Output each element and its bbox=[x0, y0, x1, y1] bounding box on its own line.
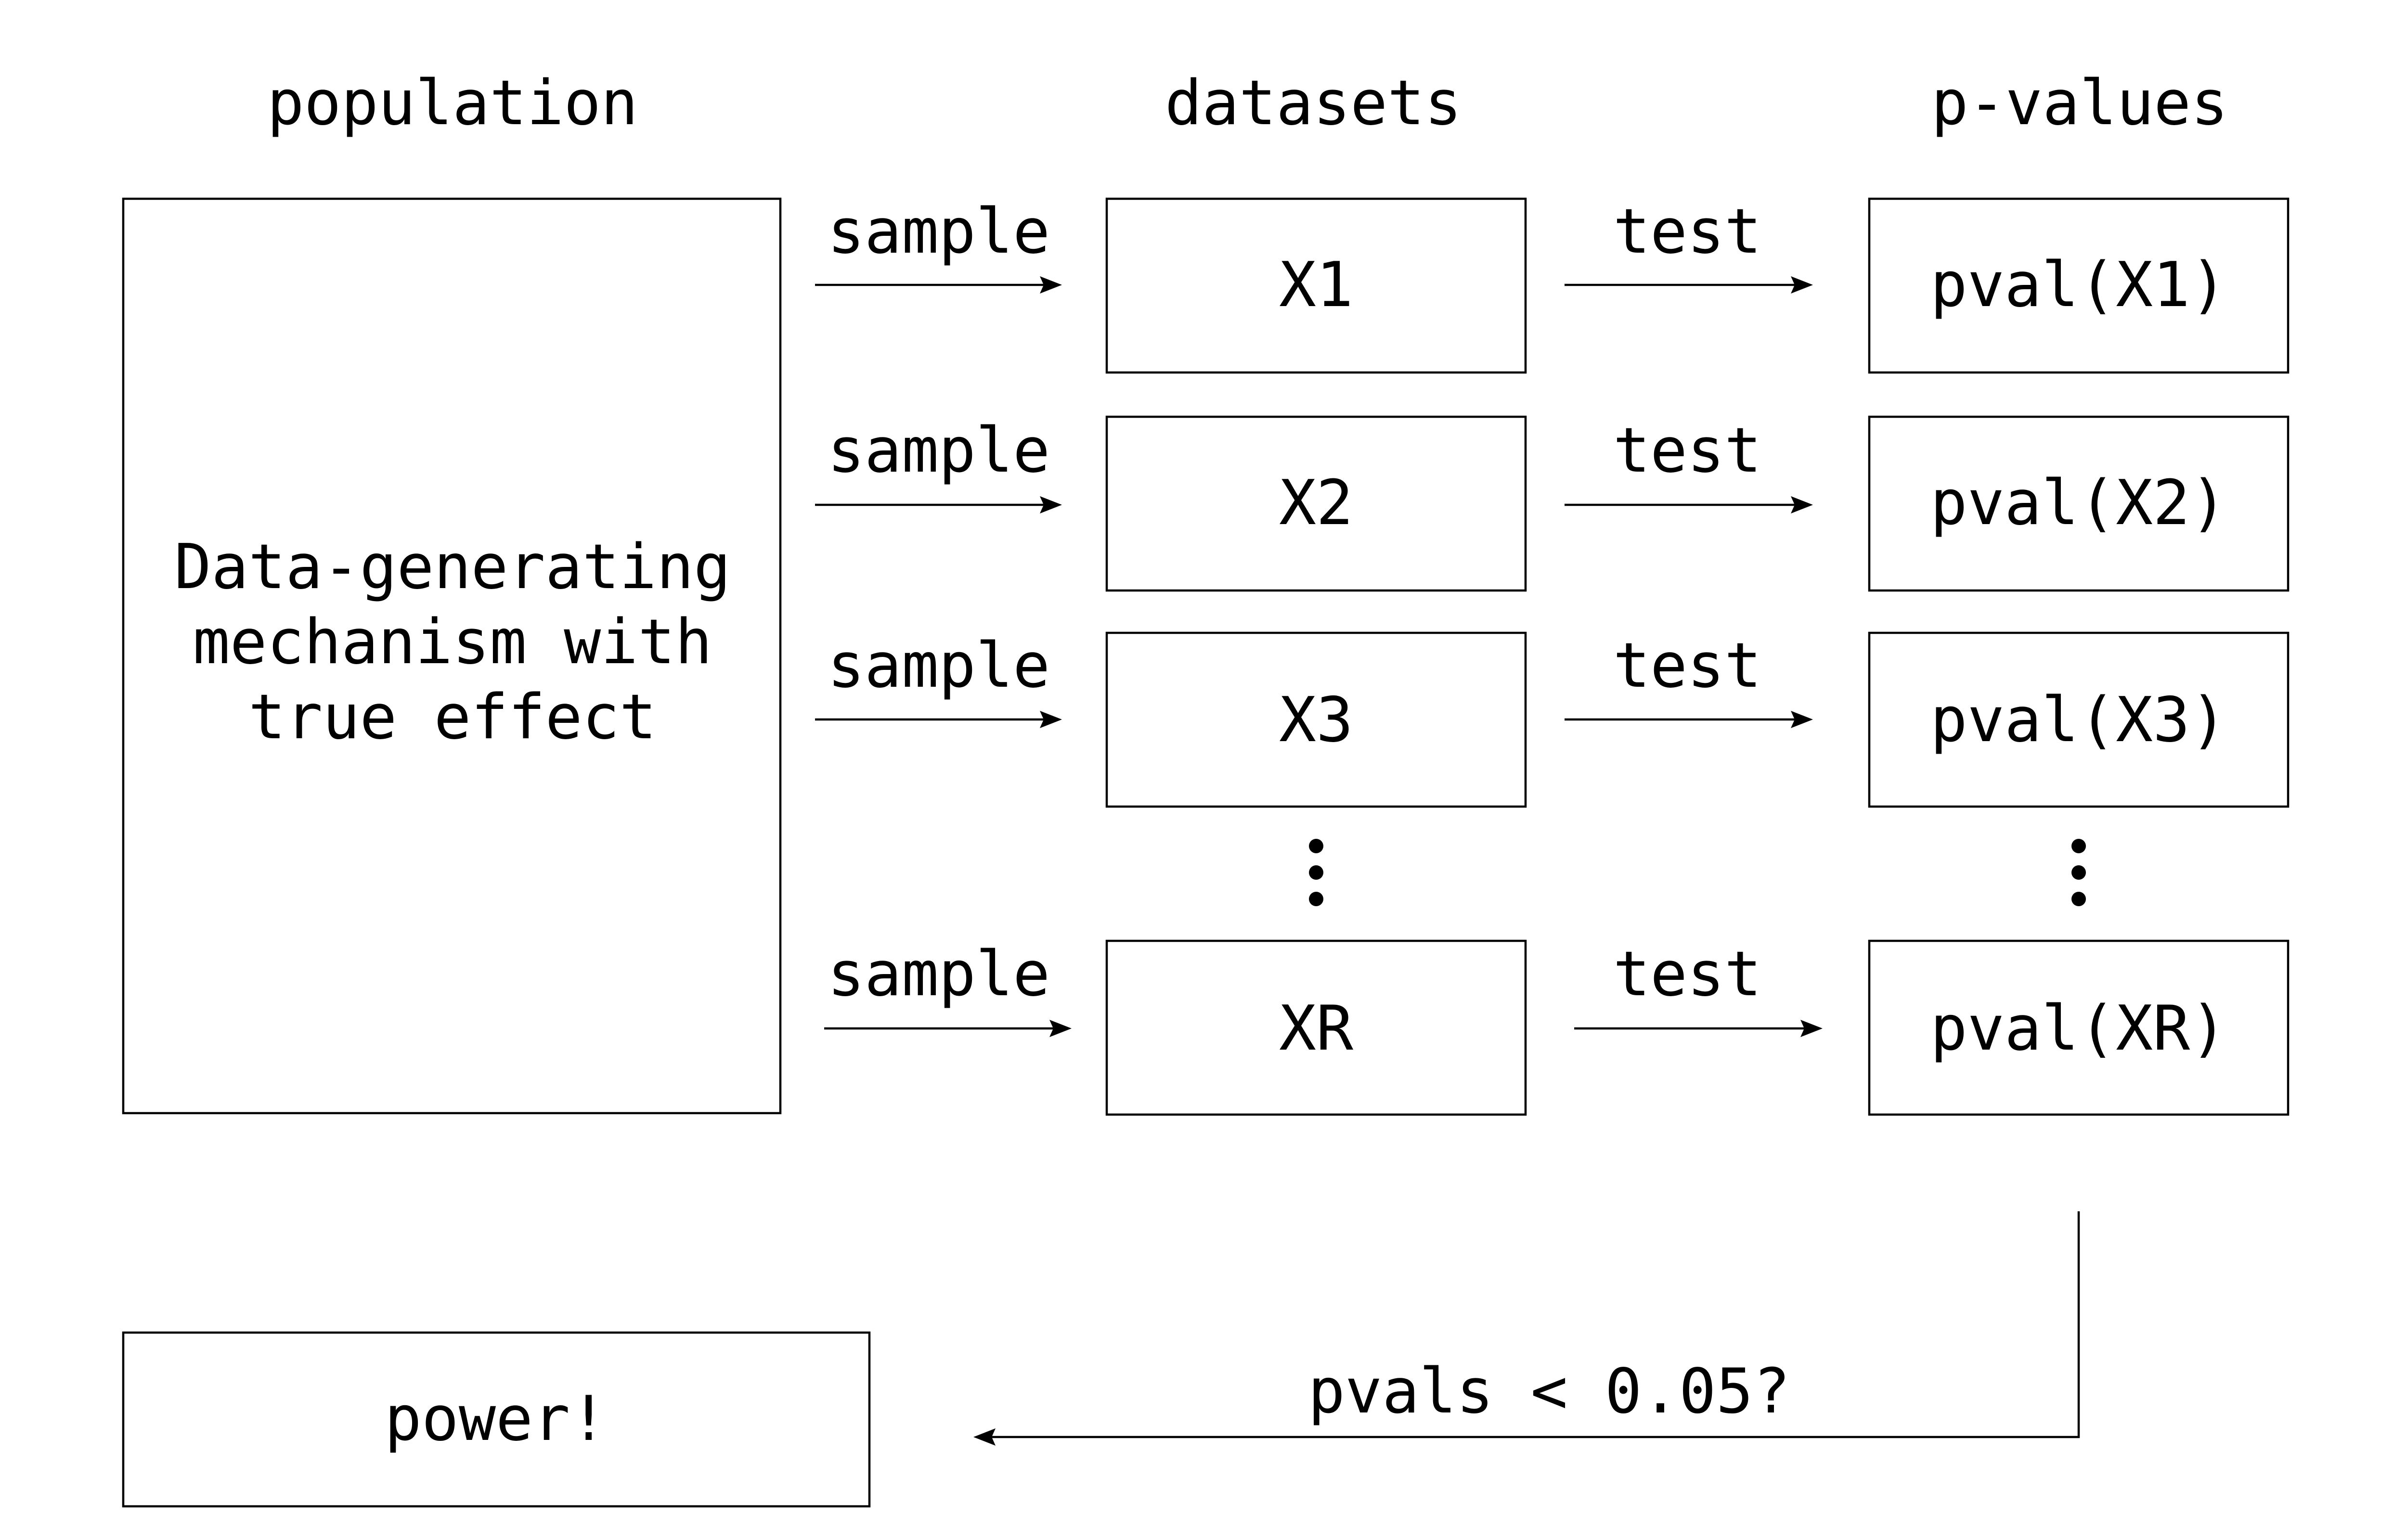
test-label-1: test bbox=[1613, 196, 1761, 268]
sample-arrowhead-1 bbox=[1040, 276, 1062, 294]
test-arrowhead-3 bbox=[1791, 711, 1813, 728]
threshold-label: pvals < 0.05? bbox=[1308, 1356, 1790, 1427]
test-arrowhead-2 bbox=[1791, 496, 1813, 513]
test-arrowhead-1 bbox=[1791, 276, 1813, 294]
pvalues-ellipsis bbox=[2071, 839, 2086, 906]
sample-arrowhead-r bbox=[1049, 1020, 1072, 1037]
pvalue-box-3 bbox=[1868, 631, 2290, 808]
threshold-connector bbox=[989, 1211, 2080, 1438]
dataset-label-2: X2 bbox=[1279, 467, 1353, 539]
header-datasets: datasets bbox=[1165, 67, 1462, 139]
threshold-arrowhead bbox=[973, 1428, 996, 1446]
pvalue-label-2: pval(X2) bbox=[1930, 467, 2227, 539]
sample-label-3: sample bbox=[828, 630, 1050, 702]
sample-arrowhead-3 bbox=[1040, 711, 1062, 728]
dataset-box-r bbox=[1105, 939, 1527, 1116]
dataset-box-2 bbox=[1105, 415, 1527, 592]
population-line-3: true effect bbox=[248, 681, 657, 753]
dataset-box-1 bbox=[1105, 197, 1527, 374]
header-population: population bbox=[267, 67, 638, 139]
test-label-2: test bbox=[1613, 415, 1761, 487]
power-box bbox=[122, 1331, 871, 1508]
pvalue-box-2 bbox=[1868, 415, 2290, 592]
dataset-label-3: X3 bbox=[1279, 684, 1353, 756]
pvalue-box-1 bbox=[1868, 197, 2290, 374]
test-arrowhead-r bbox=[1800, 1020, 1823, 1037]
population-line-2: mechanism with bbox=[193, 606, 712, 678]
sample-label-2: sample bbox=[828, 415, 1050, 487]
dataset-label-r: XR bbox=[1279, 993, 1354, 1065]
sample-arrowhead-2 bbox=[1040, 496, 1062, 513]
pvalue-box-r bbox=[1868, 939, 2290, 1116]
power-label: power! bbox=[385, 1383, 607, 1455]
pvalue-label-1: pval(X1) bbox=[1930, 249, 2227, 321]
population-box bbox=[122, 197, 782, 1115]
test-label-3: test bbox=[1613, 630, 1761, 702]
datasets-ellipsis bbox=[1309, 839, 1323, 906]
header-pvalues: p-values bbox=[1931, 67, 2228, 139]
sample-label-r: sample bbox=[828, 938, 1050, 1010]
dataset-box-3 bbox=[1105, 631, 1527, 808]
pvalue-label-r: pval(XR) bbox=[1930, 993, 2227, 1065]
population-line-1: Data-generating bbox=[174, 531, 731, 603]
dataset-label-1: X1 bbox=[1279, 249, 1353, 321]
sample-label-1: sample bbox=[828, 196, 1050, 268]
pvalue-label-3: pval(X3) bbox=[1930, 684, 2227, 756]
test-label-r: test bbox=[1613, 938, 1761, 1010]
